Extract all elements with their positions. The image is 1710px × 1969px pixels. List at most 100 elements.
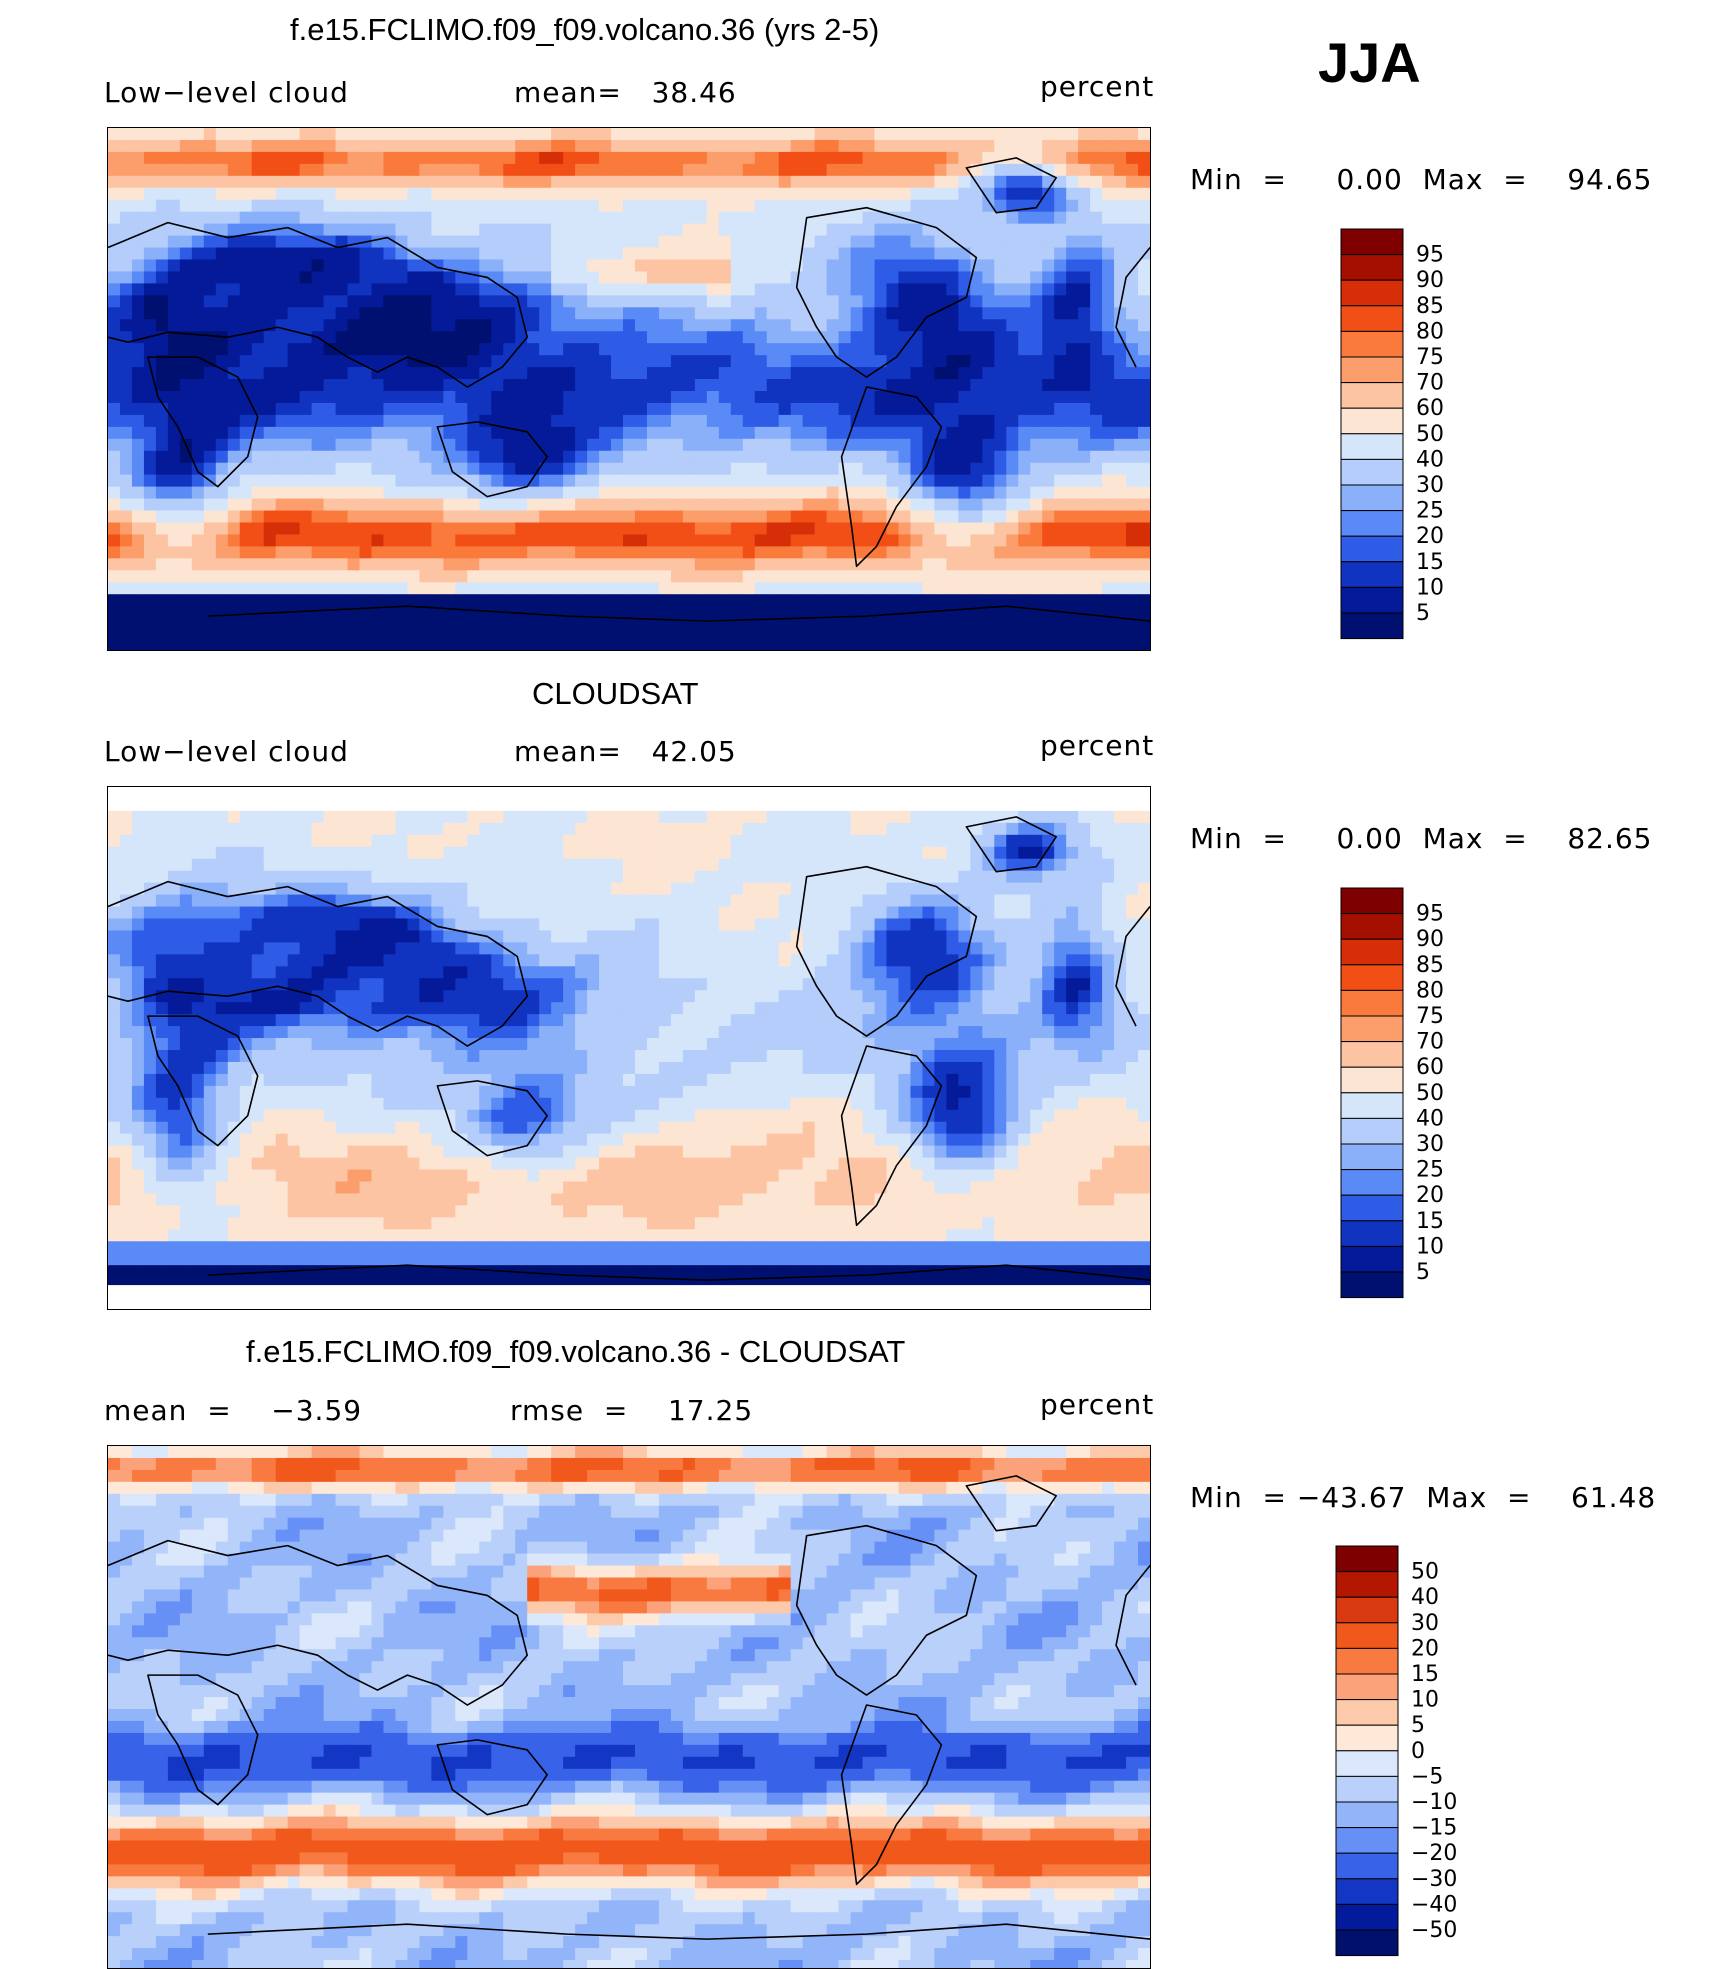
colorbar-box: [1335, 1724, 1399, 1752]
colorbar-box: [1340, 535, 1404, 563]
colorbar-box: [1340, 1015, 1404, 1043]
colorbar-box: [1340, 938, 1404, 966]
colorbar-box: [1335, 1571, 1399, 1598]
colorbar-tick-label: 40: [1416, 1106, 1444, 1131]
colorbar-box: [1340, 1271, 1404, 1299]
colorbar-tick-label: −50: [1411, 1918, 1457, 1943]
colorbar-tick-label: 15: [1416, 1209, 1444, 1234]
colorbar-tick-label: 20: [1416, 1183, 1444, 1208]
colorbar-box: [1340, 1220, 1404, 1247]
colorbar-box: [1340, 1041, 1404, 1068]
colorbar-box: [1335, 1750, 1399, 1777]
colorbar-box: [1340, 458, 1404, 486]
colorbar-tick-label: 50: [1416, 1081, 1444, 1106]
colorbar-tick-label: 30: [1411, 1611, 1439, 1636]
panel3-heatmap: [108, 1446, 1150, 1968]
colorbar-box: [1335, 1903, 1399, 1931]
panel2-units-label: percent: [1040, 729, 1155, 762]
colorbar-tick-label: −15: [1411, 1816, 1457, 1841]
colorbar-tick-label: 95: [1416, 902, 1444, 927]
colorbar-tick-label: 20: [1411, 1636, 1439, 1661]
colorbar-tick-label: −30: [1411, 1867, 1457, 1892]
colorbar-tick-label: 5: [1411, 1713, 1425, 1738]
panel3-units-label: percent: [1040, 1388, 1155, 1421]
colorbar-box: [1340, 254, 1404, 281]
colorbar-box: [1335, 1699, 1399, 1726]
colorbar-tick-label: 75: [1416, 1004, 1444, 1029]
colorbar-tick-label: 70: [1416, 371, 1444, 396]
panel3-map: [107, 1445, 1151, 1969]
colorbar-box: [1335, 1647, 1399, 1675]
colorbar-tick-label: 80: [1416, 319, 1444, 344]
colorbar-tick-label: 40: [1411, 1585, 1439, 1610]
colorbar-tick-label: 95: [1416, 243, 1444, 268]
panel2-variable-label: Low−level cloud: [104, 735, 349, 768]
colorbar-box: [1335, 1827, 1399, 1854]
colorbar-box: [1335, 1775, 1399, 1803]
colorbar-tick-label: 20: [1416, 524, 1444, 549]
colorbar-box: [1340, 1117, 1404, 1145]
panel1-title: f.e15.FCLIMO.f09_f09.volcano.36 (yrs 2-5…: [290, 12, 880, 47]
colorbar-tick-label: 85: [1416, 294, 1444, 319]
panel1-minmax: Min = 0.00 Max = 94.65: [1190, 163, 1653, 196]
colorbar-tick-label: 40: [1416, 447, 1444, 472]
colorbar-tick-label: 50: [1411, 1560, 1439, 1585]
colorbar-box: [1340, 228, 1404, 256]
colorbar-box: [1340, 433, 1404, 460]
panel1-colorbar: 95 90 85 80 75 70 60 50 40 30 25 20 15 10 5: [1340, 228, 1480, 642]
panel1-map: [107, 127, 1151, 651]
colorbar-tick-label: 15: [1416, 550, 1444, 575]
colorbar-box: [1335, 1801, 1399, 1829]
colorbar-box: [1340, 887, 1404, 915]
panel3-rmse-label: rmse = 17.25: [510, 1394, 754, 1427]
colorbar-box: [1335, 1545, 1399, 1573]
colorbar-tick-label: 30: [1416, 473, 1444, 498]
colorbar-box: [1340, 1143, 1404, 1171]
colorbar-box: [1335, 1878, 1399, 1905]
panel2-heatmap: [108, 787, 1150, 1309]
colorbar-box: [1335, 1622, 1399, 1649]
colorbar-box: [1340, 964, 1404, 991]
colorbar-box: [1340, 1169, 1404, 1196]
panel2-colorbar: 95 90 85 80 75 70 60 50 40 30 25 20 15 10 5: [1340, 887, 1480, 1301]
panel2-minmax: Min = 0.00 Max = 82.65: [1190, 822, 1653, 855]
colorbar-tick-label: 5: [1416, 601, 1430, 626]
colorbar-box: [1340, 1066, 1404, 1094]
panel2-mean-label: mean= 42.05: [514, 735, 737, 768]
colorbar-tick-label: 90: [1416, 927, 1444, 952]
colorbar-tick-label: 10: [1411, 1688, 1439, 1713]
colorbar-box: [1340, 586, 1404, 614]
panel3-minmax: Min = −43.67 Max = 61.48: [1190, 1481, 1657, 1514]
colorbar-box: [1340, 1092, 1404, 1119]
colorbar-box: [1340, 989, 1404, 1017]
colorbar-box: [1340, 913, 1404, 940]
colorbar-tick-label: −40: [1411, 1892, 1457, 1917]
colorbar-box: [1335, 1929, 1399, 1957]
colorbar-box: [1340, 382, 1404, 409]
colorbar-tick-label: 60: [1416, 1055, 1444, 1080]
colorbar-tick-label: 75: [1416, 345, 1444, 370]
colorbar-box: [1335, 1673, 1399, 1701]
colorbar-tick-label: 15: [1411, 1662, 1439, 1687]
colorbar-tick-label: 5: [1416, 1260, 1430, 1285]
colorbar-box: [1340, 305, 1404, 332]
colorbar-box: [1340, 612, 1404, 640]
panel3-title: f.e15.FCLIMO.f09_f09.volcano.36 - CLOUDS…: [246, 1334, 906, 1369]
colorbar-tick-label: 25: [1416, 1158, 1444, 1183]
colorbar-tick-label: 25: [1416, 499, 1444, 524]
panel3-colorbar: 50 40 30 20 15 10 5 0 −5 −10 −15 −20 −30 −40 −50: [1335, 1545, 1475, 1959]
colorbar-tick-label: 0: [1411, 1739, 1425, 1764]
colorbar-box: [1340, 356, 1404, 384]
colorbar-tick-label: 10: [1416, 575, 1444, 600]
colorbar-tick-label: 30: [1416, 1132, 1444, 1157]
colorbar-box: [1340, 1194, 1404, 1222]
panel1-heatmap: [108, 128, 1150, 650]
panel1-variable-label: Low−level cloud: [104, 76, 349, 109]
colorbar-box: [1335, 1852, 1399, 1880]
colorbar-box: [1340, 510, 1404, 537]
colorbar-box: [1340, 484, 1404, 512]
panel1-units-label: percent: [1040, 70, 1155, 103]
